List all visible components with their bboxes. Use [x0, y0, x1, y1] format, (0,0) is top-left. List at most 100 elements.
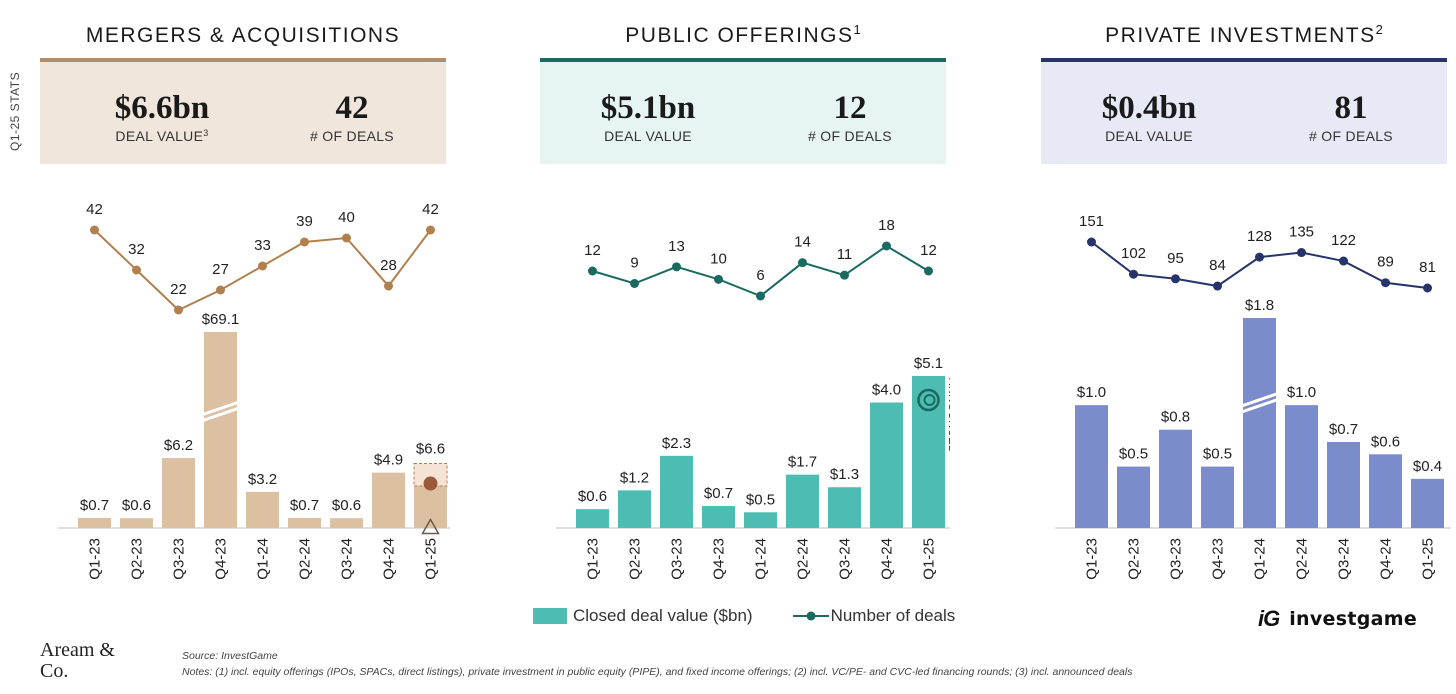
legend-line-swatch — [792, 611, 829, 621]
stat-deal-count-label: # OF DEALS — [310, 128, 394, 144]
x-tick-q2-23: Q2-23 — [129, 538, 146, 580]
x-tick-q1-25: Q1-25 — [423, 538, 440, 580]
deal-count-point-q1-24 — [1255, 252, 1264, 262]
x-tick-q1-23: Q1-23 — [87, 538, 104, 580]
bar-q3-23 — [162, 458, 195, 528]
x-tick-q3-23: Q3-23 — [171, 538, 188, 580]
bar-label-q2-24: $1.0 — [1287, 384, 1316, 401]
deal-count-point-q2-24 — [300, 237, 309, 247]
deal-count-label-q3-24: 122 — [1331, 232, 1356, 249]
stat-deal-count-label: # OF DEALS — [808, 128, 892, 144]
bar-label-q1-24: $1.8 — [1245, 297, 1274, 314]
stat-deal-count: 42 — [335, 90, 369, 126]
ubisoft-logo-inner-icon — [923, 394, 936, 406]
bar-q2-23 — [618, 490, 651, 528]
stat-deal-value: $0.4bn — [1101, 90, 1197, 126]
x-tick-q2-23: Q2-23 — [1126, 538, 1143, 580]
stat-deal-count-label: # OF DEALS — [1309, 128, 1393, 144]
private-investments-chart: $1.0 Q1-23 $0.5 Q2-23 $0.8 Q3-23 $0.5 Q4-23 $1.8… — [1055, 213, 1451, 580]
x-tick-q3-24: Q3-24 — [837, 538, 854, 580]
panel-title-text: PRIVATE INVESTMENTS — [1105, 24, 1376, 47]
aream-brand-line1: Aream & — [40, 639, 115, 661]
investgame-logo: iG investgame — [1258, 606, 1417, 632]
ma-chart: $0.7 Q1-23 $0.6 Q2-23 $6.2 Q3-23 $69.1 Q4-23 $3.… — [58, 201, 450, 580]
bar-q1-23 — [576, 509, 609, 528]
x-tick-q1-25: Q1-25 — [921, 538, 938, 580]
bar-q1-24 — [744, 512, 777, 528]
x-tick-q4-23: Q4-23 — [213, 538, 230, 580]
panel-title-text: PUBLIC OFFERINGS — [625, 24, 854, 47]
bar-label-q2-23: $1.2 — [620, 469, 649, 486]
public-offerings-chart: $0.6 Q1-23 $1.2 Q2-23 $2.3 Q3-23 $0.7 Q4-23 $0.5… — [556, 217, 950, 580]
deal-count-label-q2-23: 9 — [630, 255, 638, 272]
deal-count-point-q3-23 — [672, 262, 681, 272]
bar-q1-24 — [1243, 318, 1276, 528]
bar-q1-25 — [1411, 478, 1444, 528]
bar-q2-23 — [120, 518, 153, 528]
footer-source: Source: InvestGame — [182, 650, 278, 662]
bar-q1-24 — [246, 491, 279, 528]
panel-title-ma: MERGERS & ACQUISITIONS — [40, 22, 446, 48]
footer-notes: Source: InvestGame Notes: (1) incl. equi… — [182, 648, 1132, 680]
deal-count-point-q1-25 — [1423, 283, 1432, 293]
bar-q4-23 — [702, 506, 735, 528]
deal-count-point-q2-23 — [630, 279, 639, 288]
acquired-logo-icon — [423, 476, 438, 491]
deal-count-label-q2-23: 102 — [1121, 245, 1146, 262]
panel-title-sup: 2 — [1375, 22, 1383, 37]
deal-count-label-q1-23: 151 — [1079, 213, 1104, 230]
x-tick-q4-23: Q4-23 — [1210, 538, 1227, 580]
bar-q1-25-closed — [912, 376, 945, 528]
bar-label-q1-25: $5.1 — [914, 355, 943, 372]
deal-count-point-q3-23 — [1171, 274, 1180, 284]
deal-count-point-q4-23 — [216, 285, 225, 295]
bar-label-q2-24: $1.7 — [788, 454, 817, 471]
x-tick-q3-23: Q3-23 — [669, 538, 686, 580]
deal-count-label-q1-24: 128 — [1247, 228, 1272, 245]
investgame-logo-text: investgame — [1289, 608, 1418, 630]
stat-box-ma: $6.6bn DEAL VALUE3 42 # OF DEALS — [40, 58, 446, 164]
axis-break-2 — [1241, 398, 1278, 414]
deal-count-label-q4-24: 28 — [380, 257, 397, 274]
deal-count-point-q2-23 — [132, 265, 141, 275]
stat-deal-count: 12 — [833, 90, 867, 126]
x-tick-q1-24: Q1-24 — [255, 538, 272, 580]
bar-q2-24 — [1285, 405, 1318, 528]
deal-count-label-q4-23: 10 — [710, 250, 727, 267]
deal-count-label-q4-23: 84 — [1209, 257, 1226, 274]
deal-count-point-q2-24 — [1297, 248, 1306, 258]
bar-label-q1-23: $0.6 — [578, 488, 607, 505]
deal-count-point-q1-23 — [588, 266, 597, 276]
deal-count-point-q1-23 — [90, 225, 99, 235]
bar-q3-24 — [330, 518, 363, 528]
deal-count-point-q1-25 — [426, 225, 435, 235]
deal-count-label-q3-24: 40 — [338, 209, 355, 226]
x-tick-q1-23: Q1-23 — [585, 538, 602, 580]
deal-count-label-q1-23: 12 — [584, 242, 601, 259]
bar-q4-24 — [372, 472, 405, 528]
deal-count-point-q1-24 — [756, 291, 765, 301]
panel-title-text: MERGERS & ACQUISITIONS — [85, 24, 401, 47]
deal-count-label-q1-24: 6 — [756, 267, 764, 284]
footer-notes-text: Notes: (1) incl. equity offerings (IPOs,… — [182, 666, 1133, 678]
deal-count-label-q1-25: 42 — [422, 201, 439, 218]
bar-label-q3-24: $0.6 — [332, 497, 361, 514]
stat-deal-value: $5.1bn — [600, 90, 696, 126]
investgame-logo-mark: iG — [1258, 606, 1280, 631]
q1-25-stats-label: Q1-25 STATS — [8, 71, 22, 151]
bar-q2-23 — [1117, 466, 1150, 528]
bar-q3-24 — [1327, 442, 1360, 528]
bar-label-q1-23: $1.0 — [1077, 384, 1106, 401]
x-tick-q1-25: Q1-25 — [1420, 538, 1437, 580]
bar-label-q3-23: $2.3 — [662, 435, 691, 452]
x-tick-q1-23: Q1-23 — [1084, 538, 1101, 580]
axis-break-1 — [202, 401, 239, 416]
bar-q3-23 — [660, 455, 693, 528]
acquired-logo-2-icon — [421, 518, 440, 535]
deal-count-label-q1-25: 12 — [920, 242, 937, 259]
bar-q4-24 — [870, 402, 903, 528]
deal-count-point-q1-23 — [1087, 237, 1096, 247]
x-tick-q2-24: Q2-24 — [297, 538, 314, 580]
bar-q1-25-closed — [414, 486, 447, 528]
bar-q4-24 — [1369, 454, 1402, 528]
